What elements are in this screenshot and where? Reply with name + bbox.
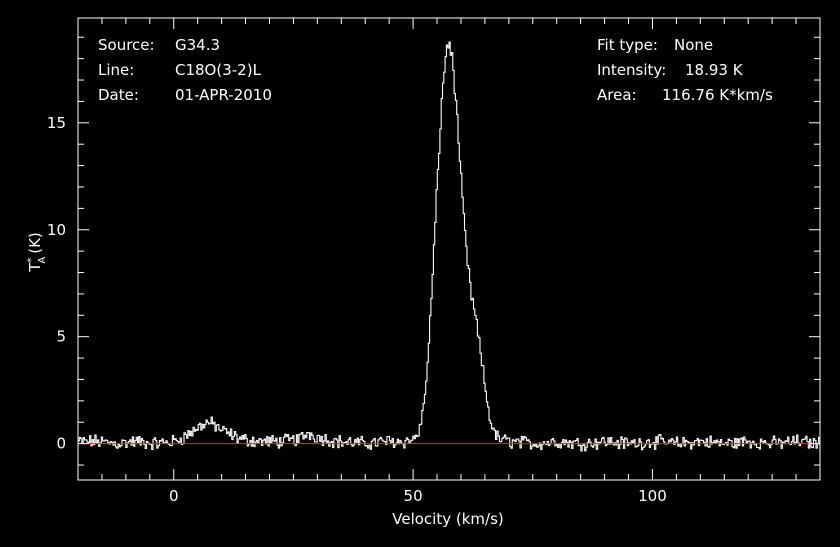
- x-axis-label: Velocity (km/s): [392, 510, 503, 528]
- plot-frame: [77, 17, 821, 481]
- axes: 0 50 100 0 5 10 15: [47, 17, 821, 505]
- date-value: 01-APR-2010: [175, 86, 272, 104]
- area-label: Area:: [597, 86, 637, 104]
- y-tick-label: 15: [47, 114, 66, 132]
- source-label: Source:: [98, 36, 155, 54]
- header-right: Fit type: None Intensity: 18.93 K Area: …: [597, 36, 773, 104]
- x-tick-label: 0: [169, 487, 179, 505]
- fit-type-label: Fit type:: [597, 36, 658, 54]
- y-axis-label: T*A(K): [26, 232, 48, 273]
- intensity-value: 18.93 K: [685, 61, 744, 79]
- area-value: 116.76 K*km/s: [662, 86, 773, 104]
- intensity-label: Intensity:: [597, 61, 666, 79]
- fit-type-value: None: [674, 36, 713, 54]
- spectrum-line: [78, 41, 821, 452]
- header-left: Source: G34.3 Line: C18O(3-2)L Date: 01-…: [98, 36, 272, 104]
- y-tick-label: 10: [47, 221, 66, 239]
- x-tick-label: 100: [638, 487, 667, 505]
- y-tick-label: 0: [56, 435, 66, 453]
- plot-area: [78, 41, 821, 452]
- y-tick-label: 5: [56, 328, 66, 346]
- y-axis-label-text: T*A(K): [26, 232, 48, 273]
- date-label: Date:: [98, 86, 139, 104]
- line-label: Line:: [98, 61, 134, 79]
- x-tick-label: 50: [404, 487, 423, 505]
- line-value: C18O(3-2)L: [175, 61, 262, 79]
- source-value: G34.3: [175, 36, 220, 54]
